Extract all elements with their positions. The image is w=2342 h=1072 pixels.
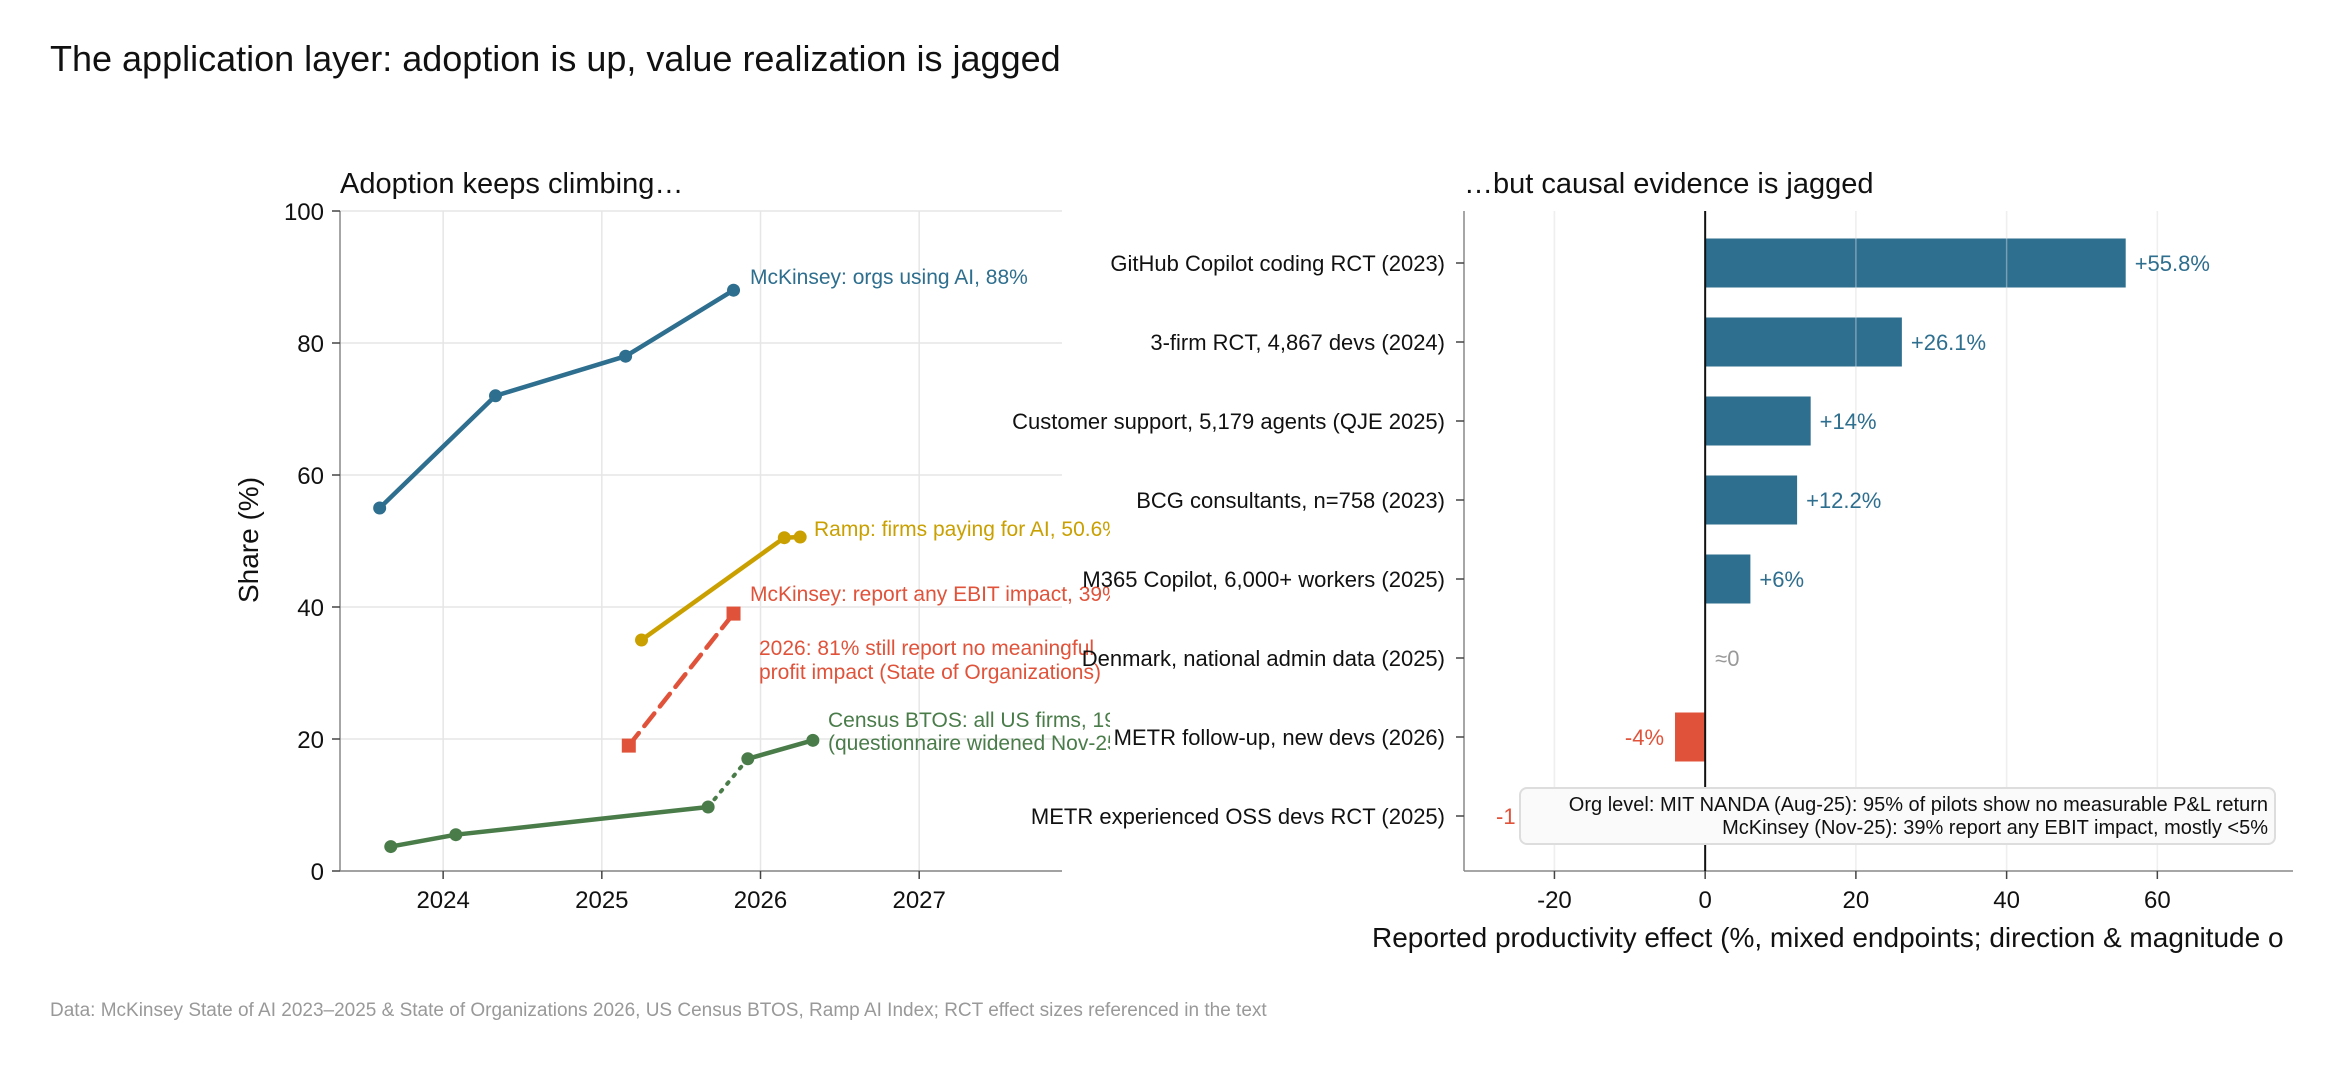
series-2-segment — [626, 611, 736, 748]
value-label: +14% — [1820, 409, 1877, 434]
series-3-point — [806, 733, 820, 747]
series-0-point — [373, 501, 387, 515]
org-level-annotation-line-2: McKinsey (Nov-25): 39% report any EBIT i… — [1722, 817, 2268, 839]
value-label: +55.8% — [2135, 251, 2210, 276]
y-tick-label: 80 — [297, 331, 324, 358]
x-tick-label: 60 — [2144, 887, 2171, 914]
series-0-point — [619, 349, 633, 363]
x-tick-label: -20 — [1537, 887, 1572, 914]
x-tick-label: 2025 — [575, 887, 628, 914]
label-census-2: (questionnaire widened Nov-25) — [828, 732, 1110, 755]
page-title: The application layer: adoption is up, v… — [50, 38, 1061, 79]
series-1-point — [634, 633, 648, 647]
category-label: 3-firm RCT, 4,867 devs (2024) — [1150, 330, 1445, 355]
series-1-segment — [639, 535, 787, 643]
x-tick-label: 0 — [1698, 887, 1711, 914]
series-0-segment — [493, 353, 628, 399]
value-label: +26.1% — [1911, 330, 1986, 355]
label-ramp: Ramp: firms paying for AI, 50.6% — [814, 518, 1110, 541]
left-y-axis-label: Share (%) — [233, 477, 264, 603]
x-tick-label: 20 — [1843, 887, 1870, 914]
value-label: +6% — [1759, 567, 1804, 592]
category-label: METR experienced OSS devs RCT (2025) — [1031, 804, 1445, 829]
source-footnote: Data: McKinsey State of AI 2023–2025 & S… — [50, 1000, 1267, 1021]
category-label: Customer support, 5,179 agents (QJE 2025… — [1012, 409, 1445, 434]
value-label: -4% — [1625, 725, 1664, 750]
org-level-annotation-box: Org level: MIT NANDA (Aug-25): 95% of pi… — [1519, 787, 2276, 845]
y-tick-label: 60 — [297, 463, 324, 490]
category-label: M365 Copilot, 6,000+ workers (2025) — [1082, 567, 1445, 592]
value-label: +12.2% — [1806, 488, 1881, 513]
category-label: METR follow-up, new devs (2026) — [1114, 725, 1445, 750]
causal-evidence-bar-chart: …but causal evidence is jagged -20 0 20 40 6… — [1012, 168, 2293, 953]
bar — [1675, 712, 1706, 762]
series-2-point — [621, 738, 636, 753]
series-3-segment — [706, 756, 750, 809]
series-1-point — [793, 530, 807, 544]
series-3-point — [449, 828, 463, 842]
series-0-point — [727, 283, 741, 297]
series-1-point — [777, 531, 791, 545]
bar — [1705, 396, 1811, 446]
label-mckinsey-orgs: McKinsey: orgs using AI, 88% — [750, 266, 1028, 289]
label-mckinsey-ebit: McKinsey: report any EBIT impact, 39% — [750, 583, 1110, 606]
category-label: GitHub Copilot coding RCT (2023) — [1110, 251, 1445, 276]
series-3-segment — [745, 738, 816, 762]
bar — [1705, 238, 2126, 288]
x-tick-label: 2027 — [892, 887, 945, 914]
series-3-segment — [453, 804, 711, 837]
series-2-point — [726, 606, 741, 621]
org-level-annotation-line-1: Org level: MIT NANDA (Aug-25): 95% of pi… — [1569, 794, 2268, 816]
series-3-segment — [388, 832, 459, 849]
right-x-axis-label: Reported productivity effect (%, mixed e… — [1372, 922, 2284, 953]
bar — [1705, 317, 1902, 367]
category-label: BCG consultants, n=758 (2023) — [1136, 488, 1445, 513]
value-label: -1 — [1496, 804, 1516, 829]
series-3-point — [701, 800, 715, 814]
y-tick-label: 40 — [297, 595, 324, 622]
left-chart-title: Adoption keeps climbing… — [340, 168, 683, 200]
right-chart-title: …but causal evidence is jagged — [1464, 168, 1873, 200]
series-0-point — [489, 389, 503, 403]
bar — [1705, 554, 1751, 604]
y-tick-label: 20 — [297, 727, 324, 754]
y-tick-label: 0 — [311, 859, 324, 886]
series-3-point — [384, 840, 398, 854]
x-tick-label: 40 — [1993, 887, 2020, 914]
value-label: ≈0 — [1715, 646, 1739, 671]
adoption-line-chart: Adoption keeps climbing… Share (%) 2024 2… — [233, 168, 1110, 914]
y-tick-label: 100 — [284, 199, 324, 226]
label-census-1: Census BTOS: all US firms, 19.8% — [828, 709, 1110, 732]
label-profit-note-2: profit impact (State of Organizations) — [759, 661, 1101, 684]
series-3-point — [741, 752, 755, 766]
label-profit-note-1: 2026: 81% still report no meaningful — [759, 637, 1094, 660]
series-0-segment — [623, 287, 736, 359]
bar — [1705, 475, 1798, 525]
series-0-segment — [377, 393, 498, 511]
x-tick-label: 2024 — [416, 887, 469, 914]
x-tick-label: 2026 — [734, 887, 787, 914]
category-label: Denmark, national admin data (2025) — [1082, 646, 1445, 671]
